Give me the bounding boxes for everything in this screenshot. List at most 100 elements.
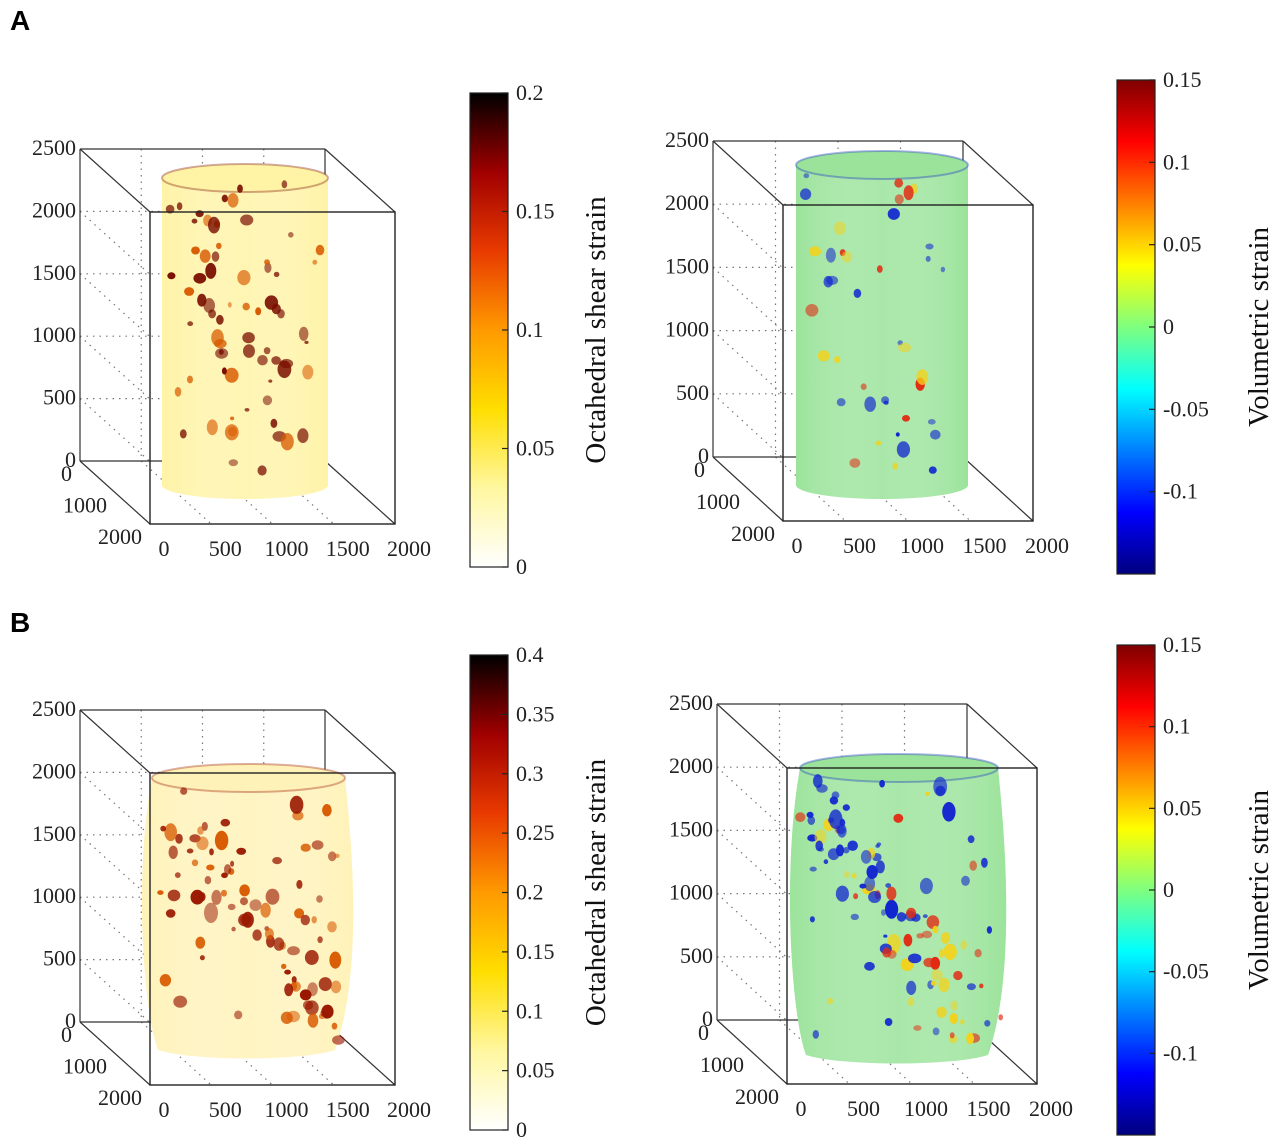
strain-spot [800, 188, 812, 200]
colorbar-tick-label: 0.2 [516, 80, 544, 105]
strain-spot [826, 997, 834, 1005]
strain-spot [902, 415, 910, 422]
colorbar-tick-label: -0.1 [1163, 479, 1198, 504]
z-tick-label: 2000 [32, 758, 76, 783]
strain-spot [892, 462, 899, 470]
specimen [161, 163, 329, 499]
colorbar-tick-label: 0.15 [516, 199, 555, 224]
strain-spot [191, 859, 199, 867]
strain-spot [927, 419, 936, 425]
strain-spot [168, 845, 178, 859]
strain-spot [242, 302, 250, 311]
strain-spot [953, 970, 963, 981]
y-tick-label: 1000 [696, 489, 740, 514]
colorbar-tick-label: -0.05 [1163, 396, 1209, 421]
x-tick-label: 500 [209, 1097, 242, 1122]
strain-spot [981, 857, 988, 868]
strain-spot [931, 969, 943, 981]
strain-spot [936, 1006, 947, 1018]
strain-spot [234, 1010, 243, 1020]
strain-spot [826, 275, 839, 285]
strain-spot [265, 888, 280, 905]
axis-box-front [782, 204, 1034, 522]
x-tick-label: 500 [847, 1096, 880, 1121]
strain-spot [860, 850, 872, 864]
colorbar: 0 0.05 0.1 0.15 0.2 Octahedral shear strain [469, 80, 612, 579]
x-axis-ticks: 0 500 1000 1500 2000 [796, 1096, 1074, 1121]
strain-spot [196, 836, 209, 851]
strain-spot [795, 812, 806, 823]
strain-spot [834, 356, 841, 364]
strain-spot [294, 908, 305, 919]
colorbar-tick-label: 0.05 [516, 1058, 555, 1083]
strain-spot [809, 916, 815, 923]
colorbar-tick-label: 0.35 [516, 701, 555, 726]
strain-spot [823, 859, 829, 865]
colorbar-tick-label: 0.15 [1163, 67, 1202, 92]
strain-spot [227, 302, 232, 308]
x-tick-label: 0 [792, 533, 803, 558]
strain-spot [208, 309, 217, 319]
strain-spot [197, 826, 204, 835]
strain-spot [220, 818, 231, 827]
strain-spot [836, 826, 846, 835]
strain-spot [165, 909, 176, 918]
strain-spot [298, 326, 309, 341]
strain-spot [304, 950, 319, 965]
x-axis-ticks: 0 500 1000 1500 2000 [159, 536, 432, 561]
z-tick-label: 1500 [32, 260, 76, 285]
strain-spot [224, 367, 239, 383]
strain-spot [817, 350, 830, 362]
strain-spot [281, 963, 287, 970]
specimen [790, 753, 1007, 1064]
strain-spot [967, 835, 975, 844]
strain-spot [255, 307, 262, 316]
strain-spot [893, 813, 904, 823]
specimen-top [151, 763, 346, 793]
strain-spot [277, 309, 285, 319]
strain-spot [949, 1032, 955, 1039]
y-tick-label: 1000 [700, 1052, 744, 1077]
colorbar-tick-label: 0.1 [1163, 714, 1191, 739]
strain-spot [228, 459, 238, 467]
strain-spot [842, 804, 850, 811]
colorbar-tick-label: 0 [516, 554, 527, 579]
colorbar-tick-label: 0.1 [516, 317, 544, 342]
strain-spot [895, 432, 900, 437]
strain-spot [903, 185, 914, 201]
colorbar-tick-label: 0.2 [516, 880, 544, 905]
strain-spot [304, 340, 309, 344]
strain-spot [834, 221, 846, 236]
strain-spot [906, 980, 917, 996]
colorbar-label: Octahedral shear strain [580, 758, 612, 1026]
strain-spot [205, 262, 217, 279]
strain-spot [317, 936, 323, 944]
strain-spot [318, 977, 332, 992]
strain-spot [809, 246, 821, 257]
strain-spot [280, 433, 294, 451]
strain-spot [925, 255, 931, 262]
strain-spot [844, 871, 850, 878]
strain-spot [270, 418, 278, 428]
y-tick-label: 2000 [98, 524, 142, 549]
specimen-top [161, 163, 329, 193]
strain-spot [224, 864, 232, 875]
z-tick-label: 1000 [665, 317, 709, 342]
z-tick-label: 2000 [665, 190, 709, 215]
z-tick-label: 500 [680, 943, 713, 968]
strain-spot [921, 930, 933, 939]
strain-spot [327, 921, 337, 933]
z-axis-ticks: 0 500 1000 1500 2000 2500 [32, 696, 76, 1033]
x-tick-label: 1000 [904, 1096, 948, 1121]
strain-spot [164, 823, 177, 842]
colorbar: -0.1 -0.05 0 0.05 0.1 0.15 Volumetric strain [1116, 67, 1275, 575]
y-tick-label: 1000 [63, 493, 107, 518]
y-tick-label: 0 [61, 1022, 72, 1047]
axis-box-front [149, 211, 396, 525]
strain-spot [828, 809, 843, 829]
y-axis-ticks: 0 1000 2000 [698, 1020, 779, 1109]
strain-spot [273, 271, 280, 278]
strain-spot [898, 342, 912, 353]
x-tick-label: 1500 [963, 533, 1007, 558]
colorbar-tick-label: 0.3 [516, 761, 544, 786]
